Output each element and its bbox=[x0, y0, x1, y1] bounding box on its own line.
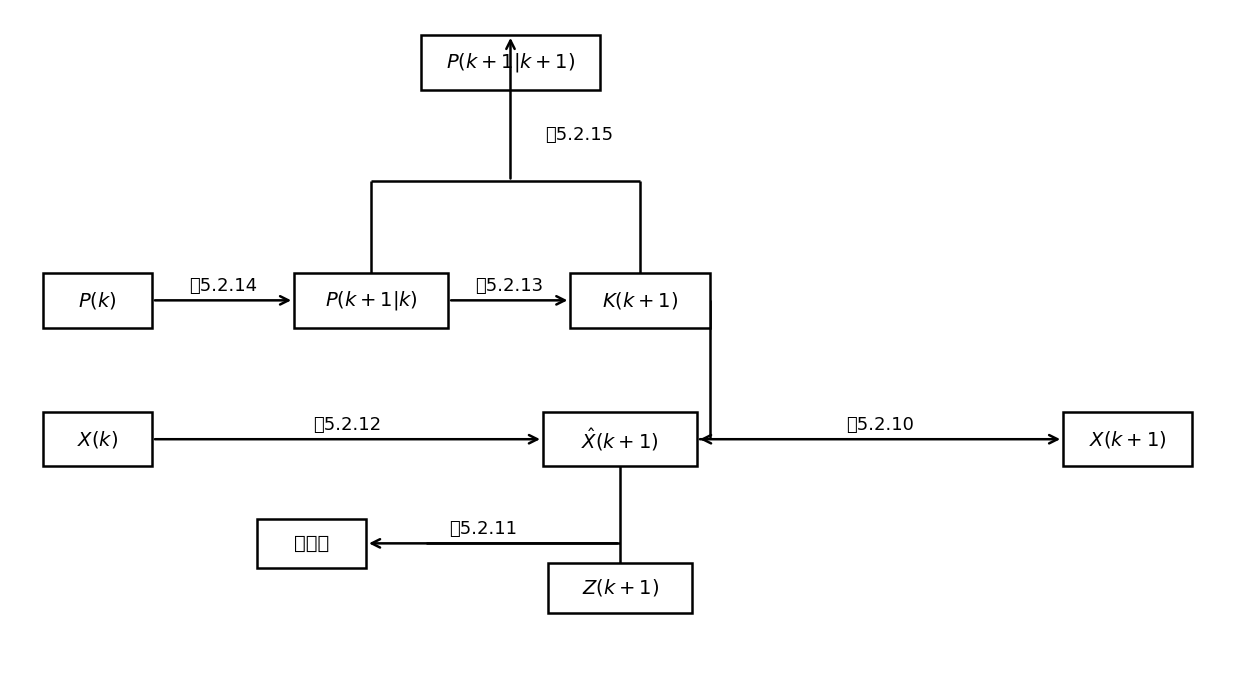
Text: $X(k)$: $X(k)$ bbox=[77, 429, 118, 450]
Bar bbox=[420, 35, 600, 90]
Text: $\hat{X}(k+1)$: $\hat{X}(k+1)$ bbox=[582, 426, 658, 453]
Bar bbox=[1063, 412, 1193, 466]
Text: 式5.2.10: 式5.2.10 bbox=[846, 416, 914, 434]
Text: 新息值: 新息值 bbox=[294, 534, 329, 553]
Text: 式5.2.15: 式5.2.15 bbox=[546, 126, 614, 145]
Text: 式5.2.13: 式5.2.13 bbox=[475, 277, 543, 296]
Text: 式5.2.12: 式5.2.12 bbox=[314, 416, 382, 434]
Text: $P(k+1|k+1)$: $P(k+1|k+1)$ bbox=[446, 51, 575, 74]
Bar bbox=[257, 519, 366, 568]
Bar bbox=[548, 563, 692, 613]
Bar bbox=[42, 412, 153, 466]
Text: $X(k+1)$: $X(k+1)$ bbox=[1089, 429, 1167, 450]
Text: $K(k+1)$: $K(k+1)$ bbox=[601, 290, 678, 311]
Text: $P(k+1|k)$: $P(k+1|k)$ bbox=[325, 289, 418, 312]
Text: $Z(k+1)$: $Z(k+1)$ bbox=[582, 578, 658, 598]
Text: 式5.2.14: 式5.2.14 bbox=[188, 277, 257, 296]
Bar bbox=[570, 273, 709, 328]
Bar bbox=[294, 273, 449, 328]
Bar bbox=[42, 273, 153, 328]
Text: $P(k)$: $P(k)$ bbox=[78, 290, 117, 311]
Text: 式5.2.11: 式5.2.11 bbox=[449, 521, 517, 539]
Bar bbox=[543, 412, 697, 466]
